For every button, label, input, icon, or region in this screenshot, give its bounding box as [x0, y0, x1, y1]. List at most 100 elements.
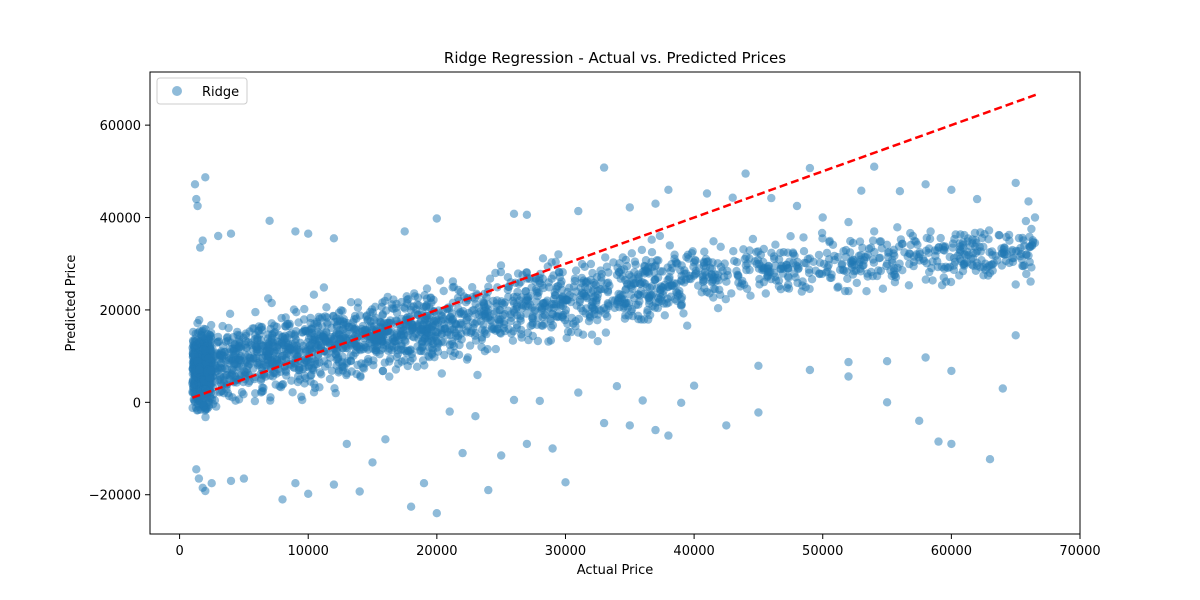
scatter-point [702, 189, 712, 198]
scatter-point [771, 261, 780, 270]
scatter-point [224, 356, 234, 365]
scatter-point [283, 319, 292, 329]
scatter-point [221, 337, 231, 346]
scatter-point [406, 345, 415, 354]
scatter-point [947, 366, 956, 376]
scatter-point [561, 478, 570, 487]
scatter-point [985, 261, 994, 270]
scatter-point [251, 307, 260, 317]
scatter-point [630, 279, 639, 288]
scatter-point [565, 283, 574, 292]
scatter-point [741, 169, 750, 178]
scatter-point [624, 298, 633, 308]
scatter-point [523, 328, 533, 337]
scatter-point [631, 260, 640, 269]
scatter-point [610, 303, 619, 313]
scatter-point [614, 289, 623, 299]
scatter-point [480, 326, 490, 335]
scatter-point [660, 311, 669, 320]
scatter-point [385, 372, 394, 381]
scatter-point [312, 317, 321, 326]
x-tick-label: 10000 [288, 544, 329, 559]
scatter-point [431, 331, 440, 340]
scatter-point [631, 300, 641, 310]
scatter-point [267, 298, 276, 308]
scatter-point [190, 180, 200, 189]
scatter-point [921, 275, 930, 284]
scatter-point [579, 276, 588, 285]
scatter-point [291, 227, 300, 236]
plot-area [188, 92, 1040, 518]
scatter-point [338, 366, 348, 375]
scatter-point [1014, 233, 1024, 243]
scatter-point [336, 334, 345, 344]
scatter-point [392, 352, 401, 362]
scatter-point [418, 337, 427, 346]
scatter-point [226, 229, 236, 238]
scatter-point [799, 233, 808, 242]
scatter-point [574, 388, 583, 397]
scatter-point [477, 342, 486, 352]
scatter-point [420, 319, 429, 328]
scatter-point [496, 261, 506, 270]
scatter-point [857, 186, 866, 195]
scatter-point [193, 405, 203, 415]
scatter-point [236, 342, 245, 351]
scatter-point [193, 318, 202, 328]
scatter-point [1024, 251, 1033, 260]
scatter-point [281, 338, 291, 347]
scatter-point [593, 316, 602, 325]
scatter-point [497, 451, 506, 460]
scatter-point [250, 396, 260, 406]
scatter-point [189, 380, 198, 390]
scatter-point [705, 289, 714, 298]
scatter-point [507, 329, 516, 338]
scatter-point [698, 270, 707, 279]
scatter-point [709, 237, 718, 246]
scatter-point [256, 323, 266, 332]
scatter-point [633, 270, 643, 279]
scatter-point [226, 476, 236, 486]
scatter-point [563, 319, 572, 329]
scatter-point [580, 262, 589, 271]
scatter-point [574, 328, 583, 337]
scatter-point [514, 279, 524, 288]
scatter-point [503, 273, 513, 282]
scatter-point [978, 233, 987, 243]
scatter-point [998, 384, 1007, 393]
scatter-point [359, 364, 369, 373]
scatter-point [293, 372, 303, 381]
scatter-point [866, 267, 876, 277]
scatter-point [208, 399, 218, 409]
scatter-point [882, 261, 891, 271]
scatter-point [538, 274, 548, 283]
scatter-point [844, 217, 853, 227]
scatter-point [378, 366, 388, 376]
scatter-point [593, 337, 602, 346]
scatter-point [884, 247, 894, 257]
scatter-point [325, 374, 335, 384]
scatter-point [905, 259, 914, 269]
scatter-point [500, 326, 510, 336]
scatter-point [716, 242, 725, 251]
scatter-point [788, 248, 798, 257]
scatter-point [546, 336, 556, 345]
scatter-point [314, 334, 323, 344]
scatter-point [595, 285, 605, 294]
scatter-point [294, 318, 303, 327]
scatter-point [239, 474, 249, 483]
scatter-point [868, 255, 878, 264]
scatter-point [436, 324, 445, 333]
scatter-point [190, 351, 199, 360]
scatter-point [465, 341, 475, 350]
scatter-point [711, 277, 720, 286]
scatter-point [554, 267, 564, 277]
scatter-point [691, 255, 700, 265]
scatter-point [201, 173, 210, 182]
scatter-point [201, 412, 210, 422]
scatter-point [300, 326, 309, 335]
scatter-point [196, 243, 205, 252]
scatter-point [784, 280, 793, 289]
scatter-point [304, 489, 313, 498]
scatter-point [289, 305, 299, 314]
